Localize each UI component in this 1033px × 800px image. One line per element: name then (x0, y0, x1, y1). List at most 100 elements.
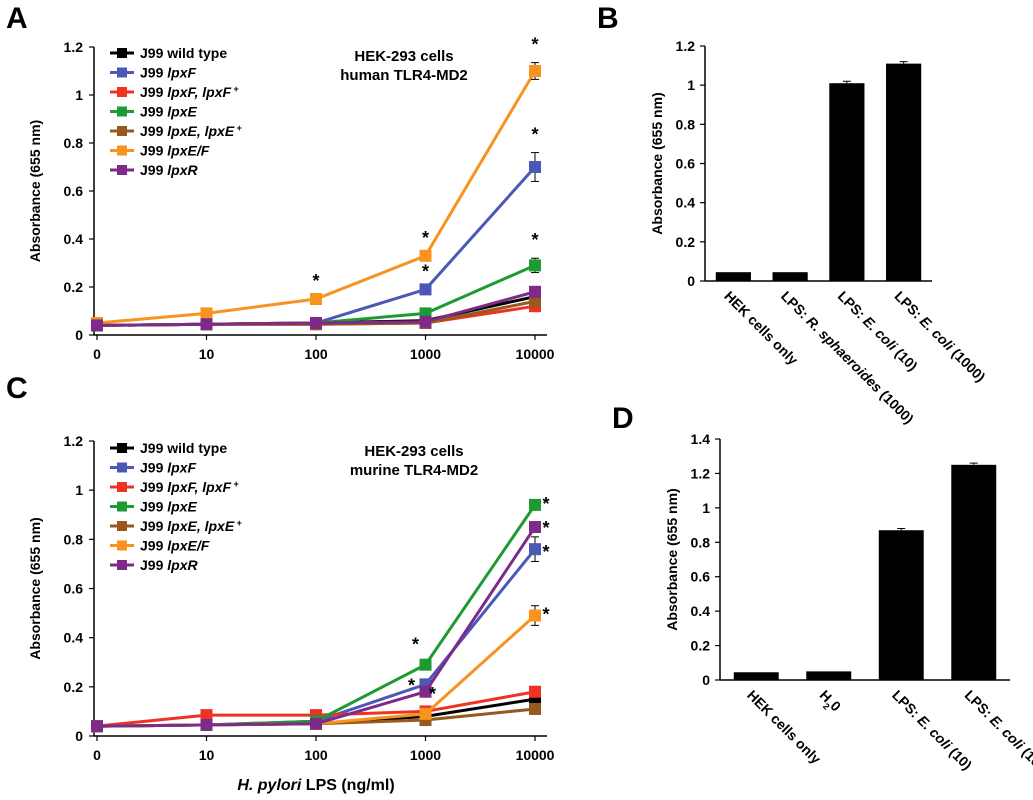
text-part: lpxE (167, 499, 197, 515)
text-part: J99 (140, 162, 167, 178)
text-part: J99 (140, 538, 167, 554)
significance-marker: * (412, 635, 419, 655)
data-point (200, 307, 213, 320)
data-point (419, 283, 432, 296)
panel-letter: A (6, 2, 28, 35)
legend-label: J99 lpxE, lpxE + (140, 518, 242, 534)
category-label: H20 (814, 687, 845, 718)
text-part: J99 wild type (140, 440, 227, 456)
text-part: lpxF (167, 460, 196, 476)
y-tick-label: 0.6 (64, 581, 84, 597)
text-part: J99 wild type (140, 45, 227, 61)
legend-marker (117, 67, 127, 78)
data-point (529, 498, 541, 511)
bar (715, 272, 751, 281)
category-label: LPS: E. coli (1000) (962, 687, 1033, 784)
data-point (310, 317, 322, 329)
y-axis-label: Absorbance (655 nm) (664, 488, 680, 630)
y-tick-label: 0.8 (676, 116, 696, 132)
data-point (529, 702, 541, 715)
x-axis-label: H. pylori LPS (ng/ml) (237, 777, 394, 794)
y-tick-label: 0 (75, 728, 83, 744)
y-tick-label: 0.2 (64, 279, 84, 295)
legend-marker (117, 106, 127, 117)
y-tick-label: 0.8 (691, 534, 711, 550)
x-tick-label: 100 (304, 747, 328, 763)
legend-label: J99 lpxF (140, 65, 196, 81)
series (91, 285, 541, 332)
data-point (529, 259, 541, 272)
data-point (310, 293, 322, 305)
series (91, 521, 541, 733)
category-label: HEK cells only (744, 687, 824, 767)
y-tick-label: 0.4 (676, 195, 696, 211)
data-point (200, 709, 213, 722)
text-part: lpxE (167, 104, 197, 120)
text-part: lpxE/F (167, 538, 209, 554)
text-part: J99 (140, 143, 167, 159)
x-tick-label: 10000 (516, 747, 555, 763)
legend-label: J99 lpxF, lpxF + (140, 479, 239, 495)
significance-marker: * (531, 230, 538, 250)
panel-annotation: HEK-293 cells (364, 443, 463, 460)
bar (951, 464, 997, 680)
y-tick-label: 1.2 (64, 39, 84, 55)
legend-label: J99 lpxR (140, 557, 198, 573)
bar (733, 672, 779, 680)
text-part: J99 (140, 499, 167, 515)
x-tick-label: 1000 (410, 346, 441, 362)
panel-C: C 0 0.2 0.4 0.6 0.8 1 1.2 0 10 100 1000 10000 Absorba… (6, 372, 555, 794)
text-part: H. pylori (237, 777, 302, 794)
y-tick-label: 1 (75, 482, 83, 498)
significance-marker: * (542, 605, 549, 625)
legend-label: J99 lpxF, lpxF + (140, 84, 239, 100)
y-tick-label: 1.2 (691, 465, 711, 481)
text-part: + (234, 518, 242, 528)
category-label: LPS: E. coli (10) (889, 687, 975, 773)
data-point (529, 609, 541, 622)
legend-marker (117, 145, 127, 156)
data-point (419, 685, 432, 698)
text-part: lpxF, lpxF (167, 84, 231, 100)
y-tick-label: 0 (687, 273, 695, 289)
y-tick-label: 0.4 (64, 630, 84, 646)
text-part: (1000) (874, 384, 917, 427)
legend-marker (117, 462, 127, 473)
series-line (96, 548, 537, 728)
y-tick-label: 1 (75, 87, 83, 103)
legend-marker (117, 540, 127, 551)
bar (806, 671, 852, 680)
text-part: J99 (140, 479, 167, 495)
x-tick-label: 0 (93, 747, 101, 763)
text-part: + (234, 123, 242, 133)
y-tick-label: 0 (75, 327, 83, 343)
y-tick-label: 0.6 (64, 183, 84, 199)
panel-letter: C (6, 372, 28, 405)
y-tick-label: 0.2 (64, 679, 84, 695)
legend-marker (117, 87, 127, 97)
data-point (529, 295, 541, 308)
y-tick-label: 0 (702, 672, 710, 688)
text-part: lpxR (167, 162, 198, 178)
y-tick-label: 0.2 (691, 638, 711, 654)
legend-marker (117, 443, 127, 453)
y-axis-label: Absorbance (655 nm) (27, 517, 43, 659)
significance-marker: * (531, 125, 538, 145)
data-point (529, 521, 541, 534)
data-point (91, 319, 103, 332)
data-point (419, 315, 432, 328)
text-part: (1000) (946, 342, 989, 385)
y-tick-label: 0.2 (676, 234, 696, 250)
text-part: lpxE, lpxE (167, 518, 235, 534)
text-part: lpxF (167, 65, 196, 81)
bar (886, 63, 922, 281)
text-part: lpxE, lpxE (167, 123, 235, 139)
significance-marker: * (429, 684, 436, 704)
panel-letter: B (597, 2, 619, 35)
y-tick-label: 1 (687, 77, 695, 93)
legend-marker (117, 48, 127, 58)
significance-marker: * (422, 261, 429, 281)
data-point (200, 318, 213, 331)
text-part: lpxR (167, 557, 198, 573)
y-axis-label: Absorbance (655 nm) (649, 92, 665, 234)
